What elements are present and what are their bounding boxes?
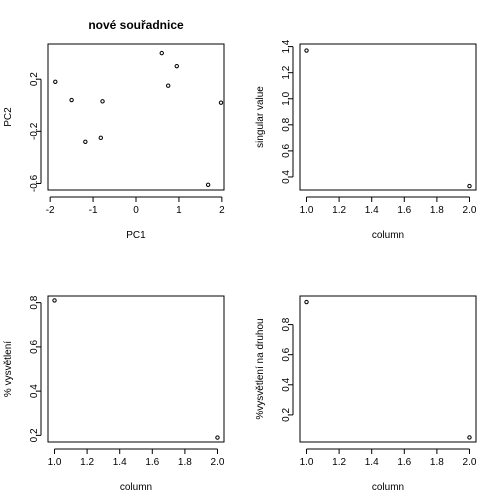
data-point: [304, 48, 309, 53]
x-axis-label: PC1: [126, 230, 146, 241]
data-point: [174, 63, 179, 69]
y-tick-label: 0.2: [281, 408, 292, 422]
x-tick-label: 1.6: [145, 457, 159, 468]
x-tick-label: 1.8: [430, 457, 444, 468]
x-tick-label: -1: [89, 205, 98, 216]
x-tick-label: 1.2: [80, 457, 94, 468]
y-tick-label: 0.6: [29, 339, 40, 353]
data-point: [304, 299, 309, 305]
plot-frame: [47, 43, 225, 191]
data-point: [159, 50, 164, 56]
y-tick-label: 1.2: [281, 65, 292, 79]
x-tick-label: 2: [219, 205, 225, 216]
chart-panel-1: nové souřadnice -2 -1 0 1 2 -0.6 -0.2 0.2 PC1 PC2: [3, 18, 225, 241]
y-tick-label: 1.4: [281, 39, 292, 53]
x-tick-label: 2.0: [463, 205, 477, 216]
x-tick-label: 1: [176, 205, 182, 216]
x-tick-label: 1.2: [332, 457, 346, 468]
chart-panel-3: 1.0 1.2 1.4 1.6 1.8 2.0 0.2 0.4 0.6 0.8 column % vy…: [3, 295, 225, 493]
x-tick-label: 2.0: [463, 457, 477, 468]
y-tick-label: -0.2: [29, 122, 40, 140]
y-tick-label: 0.4: [281, 170, 292, 184]
data-point: [69, 97, 74, 103]
y-tick-label: -0.6: [29, 174, 40, 192]
x-tick-label: -2: [46, 205, 55, 216]
plot-frame: [299, 295, 477, 443]
data-point: [215, 435, 220, 440]
x-tick-label: 1.8: [178, 457, 192, 468]
plot-frame: [47, 295, 225, 443]
y-axis-label: PC2: [3, 107, 14, 127]
chart-panel-4: 1.0 1.2 1.4 1.6 1.8 2.0 0.2 0.4 0.6 0.8 column %vys…: [255, 295, 477, 493]
x-tick-label: 1.6: [397, 457, 411, 468]
data-point: [165, 83, 171, 88]
y-tick-label: 0.2: [29, 72, 40, 86]
y-tick-label: 0.6: [281, 347, 292, 361]
data-point: [52, 298, 57, 303]
x-tick-label: 1.2: [332, 205, 346, 216]
x-axis-label: column: [372, 230, 404, 241]
y-axis-label: % vysvětlení: [3, 341, 14, 397]
y-tick-label: 0.8: [29, 295, 40, 309]
data-point: [83, 139, 88, 144]
y-tick-label: 0.4: [29, 384, 40, 398]
data-point: [218, 100, 224, 105]
x-axis-label: column: [372, 482, 404, 493]
data-point: [98, 135, 104, 141]
chart-title: nové souřadnice: [88, 18, 184, 32]
x-tick-label: 1.0: [300, 205, 314, 216]
x-axis-label: column: [120, 482, 152, 493]
x-tick-label: 1.4: [365, 205, 379, 216]
x-tick-label: 1.0: [300, 457, 314, 468]
plot-frame: [299, 43, 477, 191]
x-tick-label: 0: [133, 205, 139, 216]
y-tick-label: 0.6: [281, 144, 292, 158]
chart-panel-2: 1.0 1.2 1.4 1.6 1.8 2.0 0.4 0.6 0.8 1.0 1.2 1.4 colu…: [255, 39, 477, 241]
y-tick-label: 1.0: [281, 91, 292, 105]
x-tick-label: 1.6: [397, 205, 411, 216]
data-point: [53, 79, 58, 85]
data-point: [205, 182, 211, 187]
x-tick-label: 1.8: [430, 205, 444, 216]
data-point: [100, 99, 105, 104]
y-axis-label: singular value: [255, 86, 266, 148]
y-tick-label: 0.8: [281, 117, 292, 131]
data-point: [467, 435, 472, 440]
x-tick-label: 1.0: [48, 457, 62, 468]
data-point: [467, 183, 472, 189]
x-tick-label: 1.4: [113, 457, 127, 468]
x-tick-label: 2.0: [211, 457, 225, 468]
y-tick-label: 0.8: [281, 317, 292, 331]
y-tick-label: 0.4: [281, 377, 292, 391]
y-axis-label: %vysvětlení na druhou: [255, 318, 266, 419]
y-tick-label: 0.2: [29, 428, 40, 442]
x-tick-label: 1.4: [365, 457, 379, 468]
